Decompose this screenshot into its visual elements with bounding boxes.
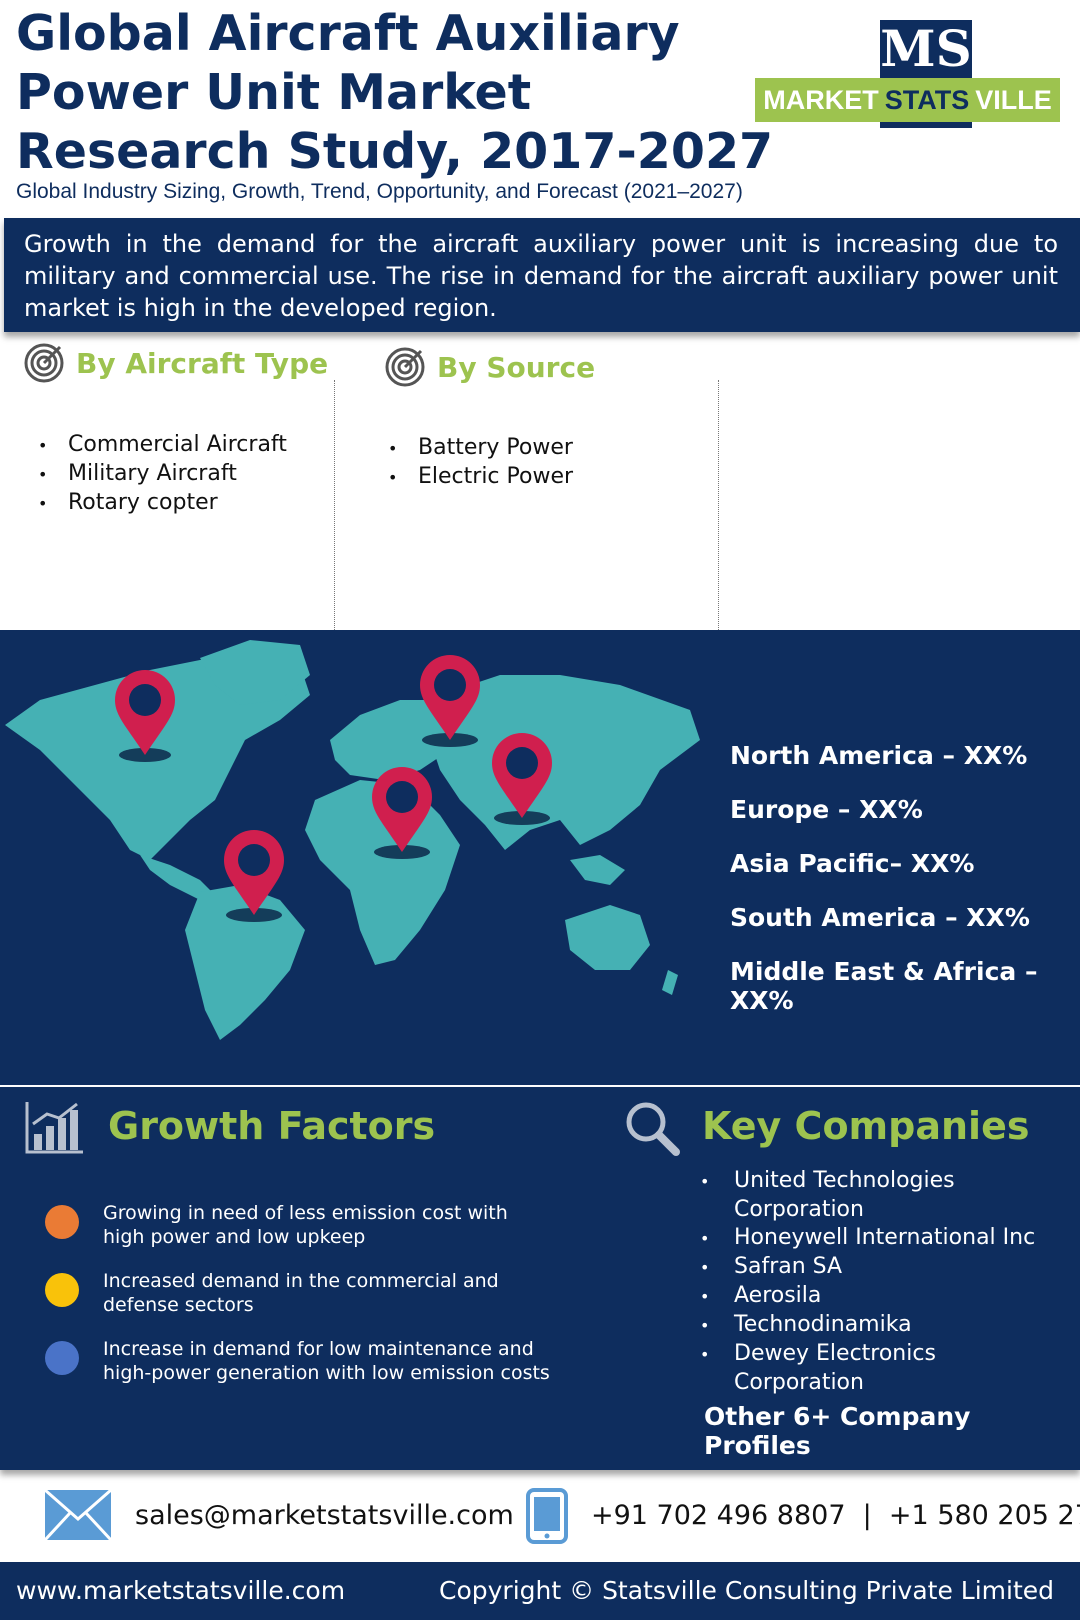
pin-icon-asia-pacific — [492, 733, 552, 825]
key-companies-list: United Technologies Corporation Honeywel… — [700, 1167, 1070, 1397]
bar-chart-icon — [25, 1102, 83, 1154]
list-item: Dewey Electronics Corporation — [700, 1340, 1070, 1397]
map-central-america — [140, 855, 215, 900]
region-middle-east-africa: Middle East & Africa – XX% — [730, 957, 1038, 1015]
segment-source-title: By Source — [437, 350, 596, 384]
map-greenland — [200, 640, 310, 705]
map-australia — [565, 905, 650, 970]
logo-wordmark: MARKET STATS VILLE — [755, 78, 1060, 122]
region-north-america: North America – XX% — [730, 741, 1028, 770]
divider — [718, 380, 719, 630]
list-item: United Technologies Corporation — [700, 1167, 1070, 1224]
map-new-zealand — [662, 970, 678, 995]
growth-factor-text: Increase in demand for low maintenance a… — [103, 1338, 550, 1384]
segment-aircraft-type-list: Commercial Aircraft Military Aircraft Ro… — [38, 431, 287, 518]
map-asia — [430, 675, 700, 850]
bullet-dot — [45, 1341, 79, 1375]
intro-banner: Growth in the demand for the aircraft au… — [4, 218, 1080, 332]
divider — [334, 380, 335, 630]
list-item: Increased demand in the commercial and d… — [45, 1269, 543, 1317]
target-icon — [24, 343, 64, 383]
page-subtitle: Global Industry Sizing, Growth, Trend, O… — [16, 180, 743, 203]
target-icon — [385, 347, 425, 387]
pin-icon-middle-east-africa — [372, 767, 432, 859]
growth-factor-text: Increased demand in the commercial and d… — [103, 1270, 499, 1316]
footer-website-link[interactable]: www.marketstatsville.com — [16, 1576, 346, 1605]
map-africa — [305, 780, 460, 965]
map-pins — [115, 654, 552, 922]
footer-copyright: Copyright © Statsville Consulting Privat… — [439, 1576, 1054, 1605]
list-item: Increase in demand for low maintenance a… — [45, 1337, 573, 1385]
other-company-profiles: Other 6+ Company Profiles — [704, 1402, 971, 1460]
list-item: Electric Power — [388, 463, 573, 492]
map-south-america — [185, 885, 305, 1040]
region-europe: Europe – XX% — [730, 795, 923, 824]
pin-icon-south-america — [224, 830, 284, 922]
contact-phone[interactable]: +91 702 496 8807 | +1 580 205 2707 — [591, 1500, 1080, 1531]
segment-aircraft-type-title: By Aircraft Type — [76, 346, 329, 380]
mail-icon — [44, 1489, 112, 1541]
list-item: Technodinamika — [700, 1311, 1070, 1340]
list-item: Honeywell International Inc — [700, 1224, 1070, 1253]
key-companies-title: Key Companies — [702, 1104, 1030, 1148]
list-item: Battery Power — [388, 434, 573, 463]
list-item: Commercial Aircraft — [38, 431, 287, 460]
region-asia-pacific: Asia Pacific– XX% — [730, 849, 975, 878]
bullet-dot — [45, 1205, 79, 1239]
logo: MS MARKET STATS VILLE — [755, 20, 1060, 130]
regional-map-section: North America – XX% Europe – XX% Asia Pa… — [0, 630, 1080, 1085]
map-se-asia — [570, 855, 625, 885]
page-title: Global Aircraft Auxiliary Power Unit Mar… — [16, 5, 774, 180]
region-south-america: South America – XX% — [730, 903, 1030, 932]
footer: www.marketstatsville.com Copyright © Sta… — [0, 1562, 1080, 1620]
contact-email[interactable]: sales@marketstatsville.com — [135, 1500, 514, 1531]
logo-word-stats: STATS — [884, 84, 970, 116]
segment-source-header: By Source — [385, 347, 595, 387]
world-map — [5, 640, 700, 1040]
pin-icon-europe — [419, 654, 480, 747]
growth-factor-text: Growing in need of less emission cost wi… — [103, 1202, 508, 1248]
bullet-dot — [45, 1273, 79, 1307]
segment-aircraft-type-header: By Aircraft Type — [24, 343, 328, 383]
list-item: Safran SA — [700, 1253, 1070, 1282]
logo-word-market: MARKET — [763, 84, 879, 115]
magnifier-icon — [626, 1102, 680, 1156]
segment-source-list: Battery Power Electric Power — [388, 434, 573, 492]
phone-icon — [526, 1488, 568, 1544]
list-item: Rotary copter — [38, 489, 287, 518]
list-item: Growing in need of less emission cost wi… — [45, 1201, 543, 1249]
list-item: Military Aircraft — [38, 460, 287, 489]
logo-word-ville: VILLE — [975, 84, 1052, 115]
list-item: Aerosila — [700, 1282, 1070, 1311]
growth-factors-title: Growth Factors — [108, 1104, 436, 1148]
pin-icon-north-america — [115, 670, 175, 762]
